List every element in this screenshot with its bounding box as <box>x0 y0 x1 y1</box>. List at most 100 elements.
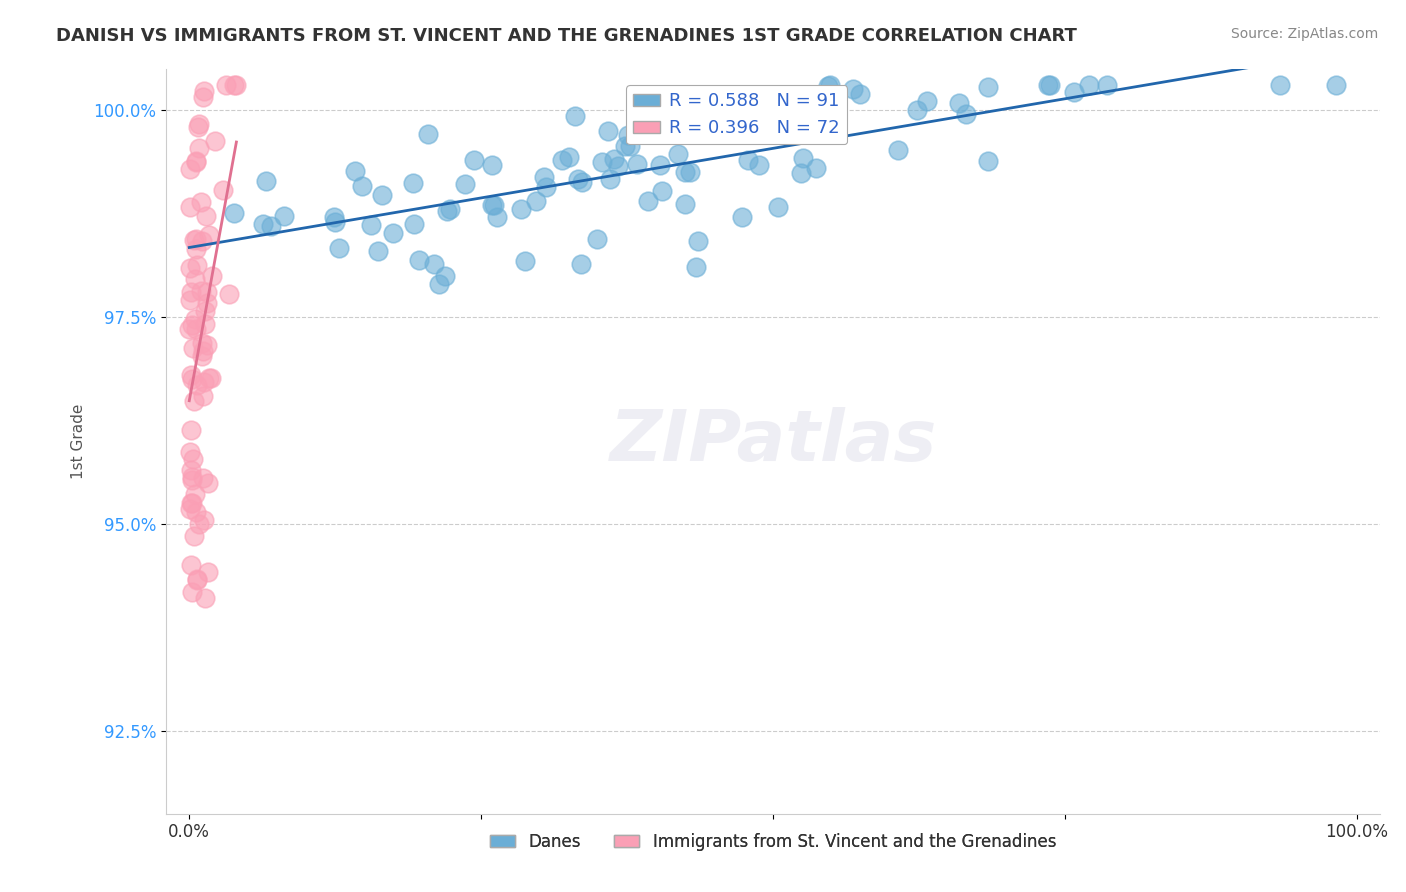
Point <box>184 487 207 501</box>
Point <box>252 218 274 232</box>
Point <box>381 226 404 240</box>
Point <box>977 154 1000 169</box>
Point <box>585 232 607 246</box>
Point <box>191 335 214 350</box>
Point <box>181 341 204 355</box>
Point <box>273 209 295 223</box>
Point <box>197 565 219 579</box>
Point <box>179 162 201 177</box>
Point <box>204 134 226 148</box>
Point <box>371 188 394 202</box>
Point <box>180 469 202 483</box>
Point <box>792 151 814 165</box>
Point <box>186 572 208 586</box>
Point <box>558 150 581 164</box>
Point <box>187 116 209 130</box>
Point <box>183 529 205 543</box>
Point <box>434 268 457 283</box>
Point <box>184 272 207 286</box>
Point <box>673 165 696 179</box>
Point <box>679 165 702 179</box>
Point <box>200 370 222 384</box>
Point <box>344 163 367 178</box>
Text: DANISH VS IMMIGRANTS FROM ST. VINCENT AND THE GRENADINES 1ST GRADE CORRELATION C: DANISH VS IMMIGRANTS FROM ST. VINCENT AN… <box>56 27 1077 45</box>
Point <box>481 197 503 211</box>
Point <box>789 112 811 126</box>
Point <box>599 172 621 186</box>
Point <box>184 154 207 169</box>
Point <box>1268 78 1291 92</box>
Point <box>734 123 756 137</box>
Point <box>766 200 789 214</box>
Point <box>222 78 245 92</box>
Point <box>1039 78 1062 92</box>
Point <box>423 257 446 271</box>
Point <box>1078 78 1101 92</box>
Point <box>184 155 207 169</box>
Point <box>187 120 209 134</box>
Point <box>179 322 201 336</box>
Point <box>193 90 215 104</box>
Point <box>598 124 620 138</box>
Point <box>637 194 659 208</box>
Point <box>427 277 450 291</box>
Point <box>818 78 841 93</box>
Point <box>193 376 215 390</box>
Point <box>648 158 671 172</box>
Point <box>436 204 458 219</box>
Point <box>197 371 219 385</box>
Point <box>195 338 218 352</box>
Point <box>195 296 218 310</box>
Point <box>905 103 928 117</box>
Point <box>748 105 770 120</box>
Point <box>569 257 592 271</box>
Point <box>603 153 626 167</box>
Point <box>564 109 586 123</box>
Point <box>260 219 283 234</box>
Y-axis label: 1st Grade: 1st Grade <box>72 403 86 479</box>
Legend: Danes, Immigrants from St. Vincent and the Grenadines: Danes, Immigrants from St. Vincent and t… <box>484 826 1063 857</box>
Point <box>186 322 208 336</box>
Point <box>350 179 373 194</box>
Point <box>567 172 589 186</box>
Point <box>1324 78 1347 92</box>
Point <box>194 303 217 318</box>
Point <box>402 217 425 231</box>
Point <box>181 451 204 466</box>
Point <box>191 344 214 359</box>
Point <box>651 184 673 198</box>
Point <box>193 471 215 485</box>
Point <box>673 197 696 211</box>
Point <box>482 198 505 212</box>
Point <box>322 210 344 224</box>
Point <box>948 95 970 110</box>
Point <box>193 84 215 98</box>
Point <box>463 153 485 168</box>
Point <box>534 179 557 194</box>
Point <box>186 573 208 587</box>
Point <box>402 176 425 190</box>
Point <box>734 126 756 140</box>
Point <box>183 312 205 326</box>
Point <box>1036 78 1059 92</box>
Point <box>186 232 208 246</box>
Point <box>591 154 613 169</box>
Point <box>408 253 430 268</box>
Point <box>194 209 217 223</box>
Point <box>179 495 201 509</box>
Point <box>533 169 555 184</box>
Point <box>688 234 710 248</box>
Point <box>181 371 204 385</box>
Point <box>191 389 214 403</box>
Point <box>323 215 346 229</box>
Point <box>215 78 238 92</box>
Point <box>439 202 461 216</box>
Point <box>180 558 202 573</box>
Point <box>179 261 201 276</box>
Point <box>194 317 217 331</box>
Point <box>181 318 204 332</box>
Point <box>485 211 508 225</box>
Point <box>190 195 212 210</box>
Point <box>218 287 240 301</box>
Point <box>191 349 214 363</box>
